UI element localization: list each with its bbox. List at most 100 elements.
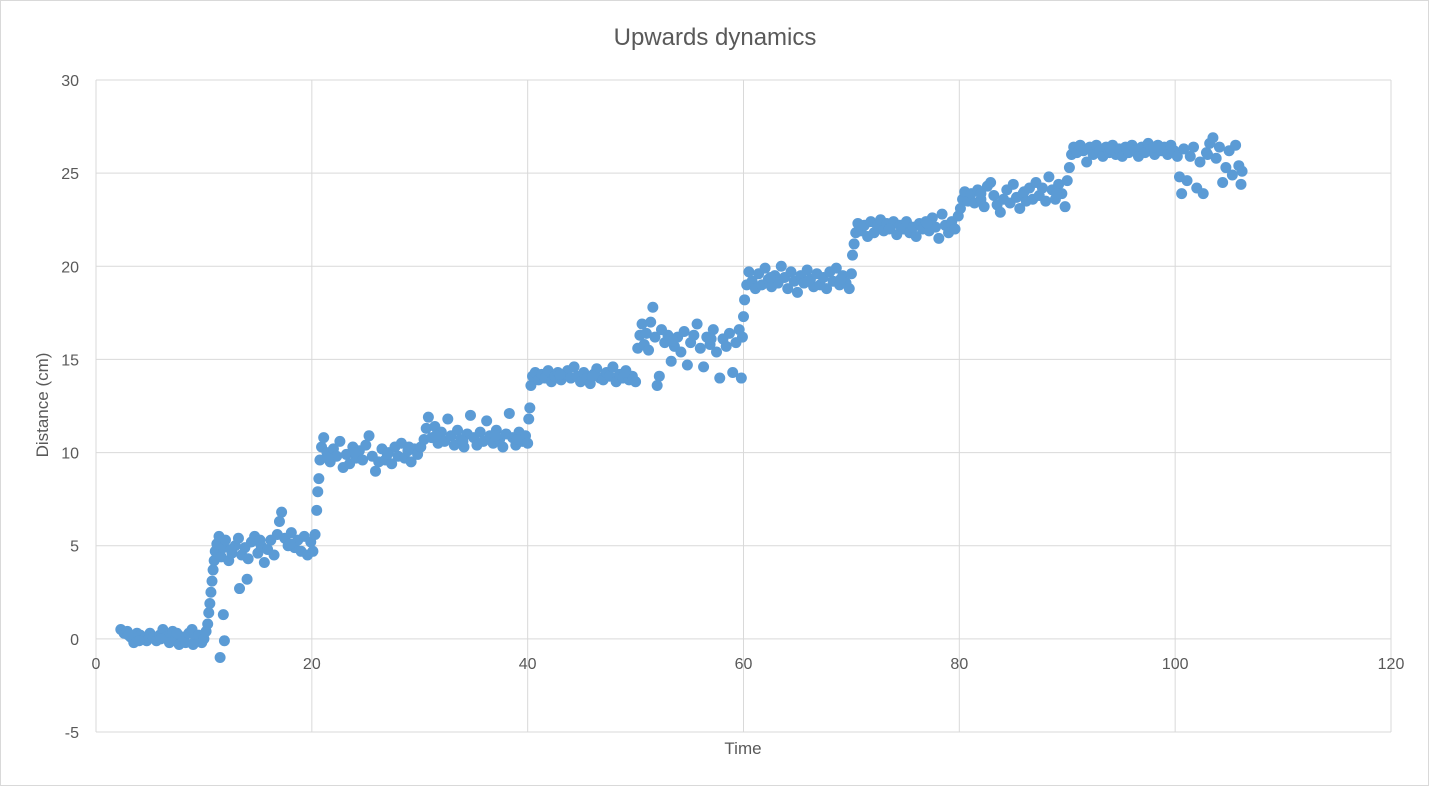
data-point <box>978 201 990 213</box>
y-tick-label: 15 <box>61 352 79 369</box>
data-point <box>705 333 717 345</box>
data-point <box>420 422 432 434</box>
data-point <box>691 318 703 330</box>
data-point <box>720 340 732 352</box>
x-tick-label: 60 <box>735 656 753 673</box>
data-point <box>1081 156 1093 168</box>
data-point <box>554 368 566 380</box>
data-point <box>273 515 285 527</box>
data-point <box>643 344 655 356</box>
data-point <box>1059 201 1071 213</box>
data-point <box>405 456 417 468</box>
data-point <box>1235 178 1247 190</box>
data-point <box>1217 176 1229 188</box>
data-point <box>1036 182 1048 194</box>
data-point <box>775 260 787 272</box>
data-point <box>782 283 794 295</box>
data-point <box>386 458 398 470</box>
data-point <box>242 553 254 565</box>
data-point <box>640 327 652 339</box>
data-point <box>843 283 855 295</box>
data-point <box>207 564 219 576</box>
data-point <box>1188 141 1200 153</box>
data-point <box>464 409 476 421</box>
data-point <box>785 266 797 278</box>
data-point <box>214 651 226 663</box>
data-point <box>735 372 747 384</box>
data-point <box>1014 203 1026 215</box>
data-point <box>474 426 486 438</box>
data-point <box>681 359 693 371</box>
data-point <box>1194 156 1206 168</box>
data-point <box>688 329 700 341</box>
data-point <box>619 366 631 378</box>
data-point <box>481 415 493 427</box>
data-point <box>835 273 847 285</box>
y-tick-label: 0 <box>70 632 79 649</box>
data-point <box>1040 195 1052 207</box>
data-point <box>949 223 961 235</box>
data-point <box>1236 165 1248 177</box>
x-tick-label: 40 <box>519 656 537 673</box>
data-point <box>381 448 393 460</box>
data-point <box>675 346 687 358</box>
data-point <box>503 407 515 419</box>
data-point <box>218 635 230 647</box>
data-point <box>743 266 755 278</box>
data-point <box>225 543 237 555</box>
data-point <box>307 545 319 557</box>
data-point <box>1213 141 1225 153</box>
data-point <box>1043 171 1055 183</box>
data-point <box>930 221 942 233</box>
y-tick-label: 25 <box>61 166 79 183</box>
data-point <box>187 638 199 650</box>
data-point <box>954 203 966 215</box>
data-point <box>1061 175 1073 187</box>
data-point <box>883 223 895 235</box>
data-point <box>645 316 657 328</box>
y-tick-label: 10 <box>61 446 79 463</box>
data-point <box>630 376 642 388</box>
data-point <box>489 430 501 442</box>
data-point <box>1007 178 1019 190</box>
data-point <box>234 583 246 595</box>
data-point <box>171 627 183 639</box>
data-point <box>848 238 860 250</box>
data-point <box>921 217 933 229</box>
data-point <box>1210 152 1222 164</box>
data-point <box>403 441 415 453</box>
data-point <box>985 176 997 188</box>
data-point <box>738 311 749 323</box>
data-point <box>430 430 442 442</box>
data-point <box>331 450 343 462</box>
data-point <box>727 366 739 378</box>
data-point <box>830 262 842 274</box>
data-point <box>497 441 509 453</box>
data-point <box>217 609 229 621</box>
x-tick-label: 0 <box>92 656 101 673</box>
data-point <box>667 335 679 347</box>
y-axis-title: Distance (cm) <box>33 353 52 458</box>
data-point <box>649 331 661 343</box>
data-point <box>203 607 215 619</box>
data-point <box>452 424 464 436</box>
data-point <box>607 361 619 373</box>
data-point <box>736 331 748 343</box>
data-point <box>241 573 253 585</box>
data-point <box>764 271 776 283</box>
data-point <box>1148 141 1160 153</box>
data-point <box>910 230 922 242</box>
chart-title: Upwards dynamics <box>614 24 817 51</box>
data-point <box>933 232 945 244</box>
data-point <box>285 527 297 539</box>
data-point <box>311 504 323 516</box>
data-point <box>525 380 537 392</box>
data-point <box>457 435 469 447</box>
data-point <box>936 208 948 220</box>
y-tick-label: 30 <box>61 73 79 90</box>
data-point <box>1226 169 1238 181</box>
data-point <box>651 380 663 392</box>
data-point <box>322 452 334 464</box>
data-point <box>845 268 857 280</box>
data-point <box>1202 149 1214 161</box>
